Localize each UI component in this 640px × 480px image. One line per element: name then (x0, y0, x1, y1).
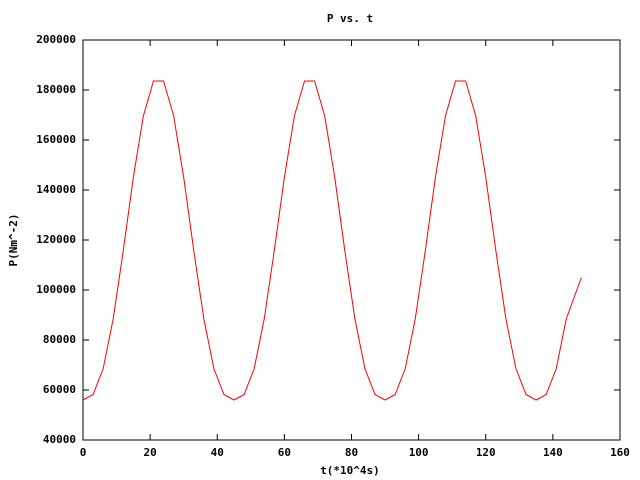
x-tick-label: 60 (278, 446, 291, 459)
x-tick-label: 0 (80, 446, 87, 459)
x-tick-label: 40 (211, 446, 224, 459)
y-tick-label: 40000 (43, 433, 76, 446)
y-tick-label: 160000 (36, 133, 76, 146)
y-tick-label: 180000 (36, 83, 76, 96)
x-tick-label: 80 (345, 446, 358, 459)
y-tick-label: 120000 (36, 233, 76, 246)
y-tick-label: 100000 (36, 283, 76, 296)
y-tick-label: 60000 (43, 383, 76, 396)
x-tick-label: 100 (409, 446, 429, 459)
y-tick-label: 140000 (36, 183, 76, 196)
y-tick-label: 200000 (36, 33, 76, 46)
y-axis-label: P(Nm^-2) (7, 214, 20, 267)
x-tick-label: 160 (610, 446, 630, 459)
chart-title: P vs. t (327, 12, 373, 25)
x-tick-label: 120 (476, 446, 496, 459)
data-line (82, 80, 582, 401)
x-axis-label: t(*10^4s) (320, 464, 380, 477)
x-tick-label: 20 (144, 446, 157, 459)
x-tick-label: 140 (543, 446, 563, 459)
y-tick-label: 80000 (43, 333, 76, 346)
